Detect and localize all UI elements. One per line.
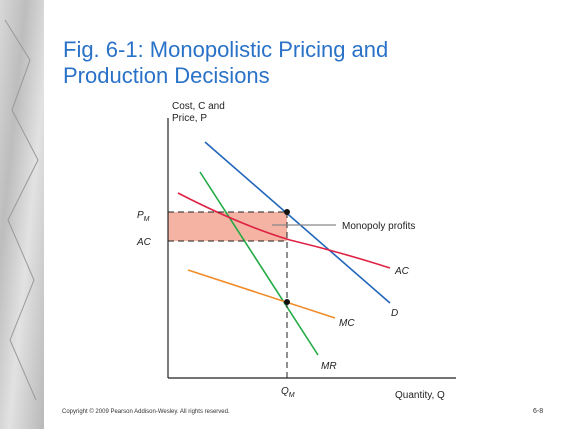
point xyxy=(284,299,290,305)
y-axis-label: Price, P xyxy=(172,113,207,124)
mc-curve xyxy=(187,269,336,319)
ac-curve xyxy=(177,192,391,269)
title-line: Production Decisions xyxy=(63,63,270,88)
label: AC xyxy=(136,237,152,248)
marble-vein xyxy=(4,19,39,401)
label: MC xyxy=(339,318,355,329)
label: AC xyxy=(394,266,410,277)
y-axis-label: Cost, C and xyxy=(172,101,225,112)
label: Monopoly profits xyxy=(342,221,415,232)
label: D xyxy=(391,308,398,319)
title-line: Fig. 6-1: Monopolistic Pricing and xyxy=(63,37,388,62)
label: PM xyxy=(137,210,150,223)
mr-curve xyxy=(199,171,319,356)
x-axis-label: Quantity, Q xyxy=(395,390,445,401)
point xyxy=(284,209,290,215)
label: QM xyxy=(281,386,295,399)
page-number: 6-8 xyxy=(533,408,543,415)
demand-curve xyxy=(204,141,391,304)
label: MR xyxy=(321,361,337,372)
marble-strip xyxy=(0,0,44,429)
copyright: Copyright © 2009 Pearson Addison-Wesley.… xyxy=(62,408,230,415)
